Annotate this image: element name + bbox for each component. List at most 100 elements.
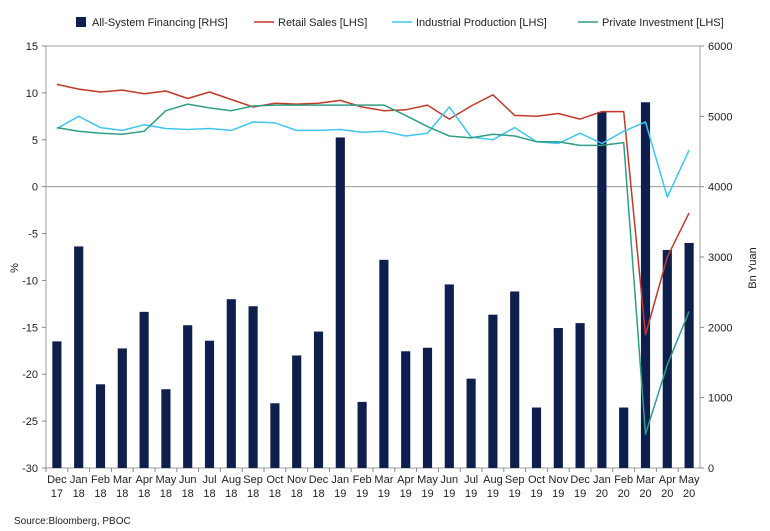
right-tick-label: 3000 (708, 252, 732, 264)
left-tick-label: 10 (26, 88, 38, 100)
x-tick-label-month: Sep (505, 474, 525, 486)
x-tick-label-month: Oct (528, 474, 545, 486)
x-tick-label-month: Apr (397, 474, 414, 486)
right-tick-label: 0 (708, 463, 714, 475)
bar (444, 284, 454, 468)
legend-label: All-System Financing [RHS] (92, 17, 228, 29)
x-tick-label-month: May (156, 474, 177, 486)
x-tick-label-month: Dec (47, 474, 67, 486)
x-tick-label-year: 19 (400, 488, 412, 500)
right-axis-title: Bn Yuan (747, 247, 759, 288)
x-tick-label-year: 19 (465, 488, 477, 500)
bar (488, 314, 498, 468)
x-tick-label-year: 19 (356, 488, 368, 500)
bar (226, 299, 236, 468)
x-tick-label-month: Jan (593, 474, 611, 486)
bar (248, 306, 258, 468)
x-tick-label-year: 19 (443, 488, 455, 500)
left-tick-label: 15 (26, 41, 38, 53)
bar (335, 137, 345, 468)
left-tick-label: -5 (28, 229, 38, 241)
left-axis-title: % (9, 263, 21, 273)
x-tick-label-month: Mar (636, 474, 655, 486)
right-tick-label: 6000 (708, 41, 732, 53)
bar (553, 328, 563, 468)
left-tick-label: -15 (22, 322, 38, 334)
right-axis-ticks: 6000 5000 4000 3000 2000 1000 0 (700, 41, 732, 475)
right-tick-label: 4000 (708, 182, 732, 194)
x-tick-label-month: Dec (309, 474, 329, 486)
series-line (56, 106, 690, 198)
x-tick-label-year: 18 (160, 488, 172, 500)
x-tick-label-month: Sep (243, 474, 263, 486)
series-line (56, 103, 690, 435)
x-tick-label-month: Apr (659, 474, 676, 486)
bars-layer (52, 102, 694, 469)
bar (117, 348, 127, 468)
x-tick-label-year: 18 (182, 488, 194, 500)
left-tick-label: -25 (22, 416, 38, 428)
x-tick-label-year: 20 (618, 488, 630, 500)
left-tick-label: 0 (32, 182, 38, 194)
x-tick-label-month: May (679, 474, 700, 486)
left-tick-label: -30 (22, 463, 38, 475)
legend-label: Retail Sales [LHS] (278, 17, 367, 29)
legend-swatch (76, 17, 86, 27)
x-tick-label-year: 18 (291, 488, 303, 500)
bar (466, 378, 476, 468)
bar (531, 407, 542, 468)
x-tick-label-year: 19 (509, 488, 521, 500)
left-tick-label: -10 (22, 275, 38, 287)
x-tick-label-year: 19 (530, 488, 542, 500)
legend: All-System Financing [RHS] Retail Sales [… (76, 17, 724, 29)
x-tick-label-year: 20 (596, 488, 608, 500)
bar (619, 407, 629, 468)
x-tick-label-year: 17 (51, 488, 63, 500)
right-tick-label: 1000 (708, 393, 732, 405)
bar (292, 355, 302, 468)
left-axis-ticks: 15 10 5 0 -5 -10 -15 -20 -25 -30 (22, 41, 46, 475)
x-tick-label-month: Jul (464, 474, 478, 486)
x-tick-label-month: Jan (331, 474, 349, 486)
bar (640, 102, 651, 469)
x-tick-label-year: 18 (94, 488, 106, 500)
bar (597, 112, 607, 468)
x-tick-label-month: Jul (202, 474, 216, 486)
x-tick-label-month: Nov (549, 474, 569, 486)
x-tick-label-year: 18 (73, 488, 85, 500)
right-tick-label: 2000 (708, 322, 732, 334)
bar (357, 401, 367, 468)
x-tick-label-year: 18 (116, 488, 128, 500)
left-tick-label: 5 (32, 135, 38, 147)
x-tick-label-month: Feb (614, 474, 633, 486)
x-tick-label-month: Dec (570, 474, 590, 486)
bar (684, 242, 694, 468)
x-tick-label-year: 19 (574, 488, 586, 500)
series-line (56, 83, 690, 336)
x-tick-label-year: 18 (269, 488, 281, 500)
x-tick-label-month: Mar (374, 474, 393, 486)
bar (313, 331, 324, 468)
x-tick-label-year: 19 (552, 488, 564, 500)
x-tick-label-year: 18 (225, 488, 237, 500)
x-tick-label-month: Jun (179, 474, 197, 486)
bar (662, 249, 672, 468)
bar (510, 291, 520, 468)
legend-label: Industrial Production [LHS] (416, 17, 547, 29)
x-tick-label-month: Nov (287, 474, 307, 486)
bar (95, 384, 106, 468)
bar (139, 311, 149, 468)
bar (161, 389, 171, 468)
x-tick-label-month: Oct (266, 474, 283, 486)
x-tick-label-year: 18 (247, 488, 259, 500)
source-note: Source:Bloomberg, PBOC (14, 516, 131, 527)
x-tick-label-year: 20 (661, 488, 673, 500)
bar (74, 246, 84, 468)
x-tick-label-month: Feb (353, 474, 372, 486)
bar (379, 259, 389, 468)
bar (575, 323, 585, 468)
x-tick-label-month: Jun (440, 474, 458, 486)
x-tick-label-year: 19 (334, 488, 346, 500)
x-tick-label-year: 18 (138, 488, 150, 500)
